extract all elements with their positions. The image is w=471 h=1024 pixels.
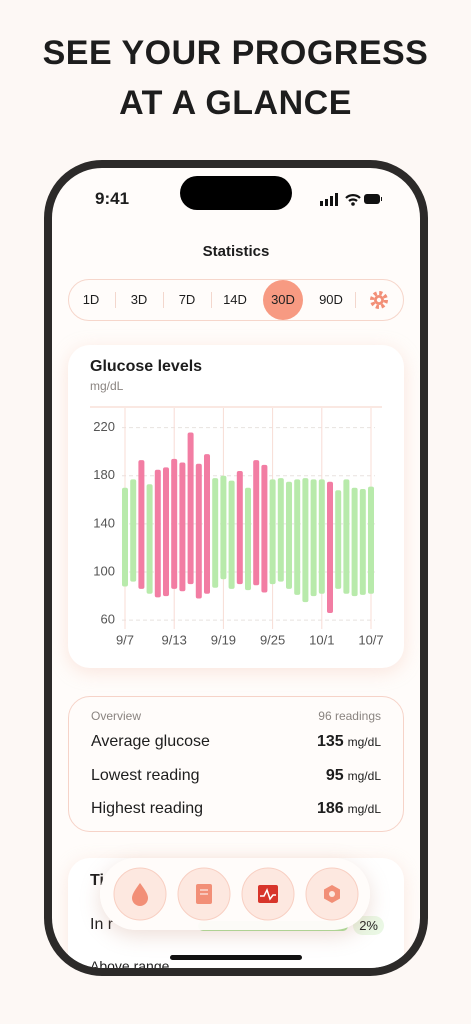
glucose-range-bar [212,478,219,588]
value-unit: mg/dL [347,768,381,783]
glucose-range-bar [343,479,350,594]
x-tick-label: 9/25 [260,632,285,647]
glucose-range-bar [138,460,145,589]
glucose-range-bar [351,487,358,597]
nav-settings[interactable] [305,867,359,921]
glucose-range-bar [327,481,333,613]
x-tick-label: 10/1 [309,632,334,647]
headline: SEE YOUR PROGRESS [42,34,429,72]
glucose-range-bar [187,432,194,585]
row-value: 135 mg/dL [317,733,381,751]
glucose-range-bar [261,464,268,593]
row-value: 95 mg/dL [326,767,381,785]
glucose-range-bar [146,484,153,594]
glucose-range-bar [318,479,325,594]
row-label: Above range [90,958,170,974]
chart-subtitle: mg/dL [90,379,124,393]
reading-count: 96 readings [318,709,381,723]
glucose-range-bar [294,479,301,595]
glucose-range-bar [204,454,210,594]
phone-screen: 9:41 Statistics 1D 3D 7D 14D 30D 90D Glucose … [44,160,428,976]
glucose-range-bar [195,463,202,599]
row-value: 186 mg/dL [317,800,381,818]
tab-separator [211,292,212,308]
nav-log[interactable] [177,867,231,921]
nav-icons [113,867,359,921]
x-tick-label: 9/13 [162,632,187,647]
value-unit: mg/dL [347,735,381,749]
x-tick-label: 9/7 [116,632,134,647]
overview-card: Overview 96 readings Average glucose 135 m… [68,696,404,832]
y-tick-label: 60 [101,612,115,627]
y-tick-label: 180 [93,467,115,482]
bottom-nav [100,858,370,930]
glucose-range-bar [130,479,137,582]
row-label: Highest reading [91,800,204,817]
glucose-range-bar [277,478,284,582]
period-tab[interactable]: 14D [223,292,247,307]
y-tick-label: 140 [93,515,115,530]
status-time: 9:41 [95,189,130,208]
period-tab[interactable]: 30D [263,280,303,320]
row-value: 2% [353,916,384,935]
period-tab[interactable]: 90D [319,292,343,307]
glucose-range-bar [236,470,243,585]
row-label: Lowest reading [91,766,200,784]
glucose-range-bar [302,478,309,603]
nav-glucose[interactable] [113,867,167,921]
row-label: Average glucose [91,733,210,750]
glucose-range-bar [163,467,169,597]
glucose-range-bar [310,479,317,597]
period-tabs: 1D 3D 7D 14D 30D 90D [68,279,404,321]
tab-separator [163,292,164,308]
nav-stats[interactable] [241,867,295,921]
glucose-range-bar [269,479,276,585]
glucose-range-bar [335,490,342,589]
y-tick-label: 220 [93,419,115,434]
glucose-range-bar [359,489,366,595]
glucose-range-bar [253,460,260,586]
overview-title: Overview [91,709,142,723]
glucose-range-bar [171,458,178,589]
value-number: 135 [316,733,344,750]
screen-title: Statistics [202,243,270,260]
headline: AT A GLANCE [119,84,352,122]
glucose-range-bar [368,486,374,594]
settings-button[interactable] [369,290,389,310]
glucose-range-bar [179,462,186,592]
value-number: 95 [325,766,344,784]
period-tab[interactable]: 7D [178,292,196,307]
glucose-card: Glucose levels mg/dL 60 100 140 180 220 9/7 9/… [68,345,404,668]
tab-separator [115,292,116,308]
glucose-range-bar [154,469,161,598]
period-tab[interactable]: 1D [82,292,100,307]
value-number: 186 [316,800,344,817]
glucose-range-bar [122,487,128,587]
home-indicator [170,955,302,960]
glucose-range-bar [228,480,235,589]
status-icons [320,193,382,206]
period-tab[interactable]: 3D [130,292,148,307]
x-tick-label: 10/7 [358,632,383,647]
y-tick-label: 100 [93,563,115,578]
glucose-range-bar [245,487,251,591]
value-unit: mg/dL [347,802,381,816]
tab-separator [355,292,356,308]
glucose-chart: Glucose levels mg/dL 60 100 140 180 220 9/7 9/… [90,358,384,647]
x-tick-label: 9/19 [211,632,236,647]
glucose-range-bar [286,481,292,589]
glucose-range-bar [220,475,227,580]
dynamic-island [180,176,292,210]
row-label: In r [90,916,114,933]
chart-title: Glucose levels [90,358,202,375]
